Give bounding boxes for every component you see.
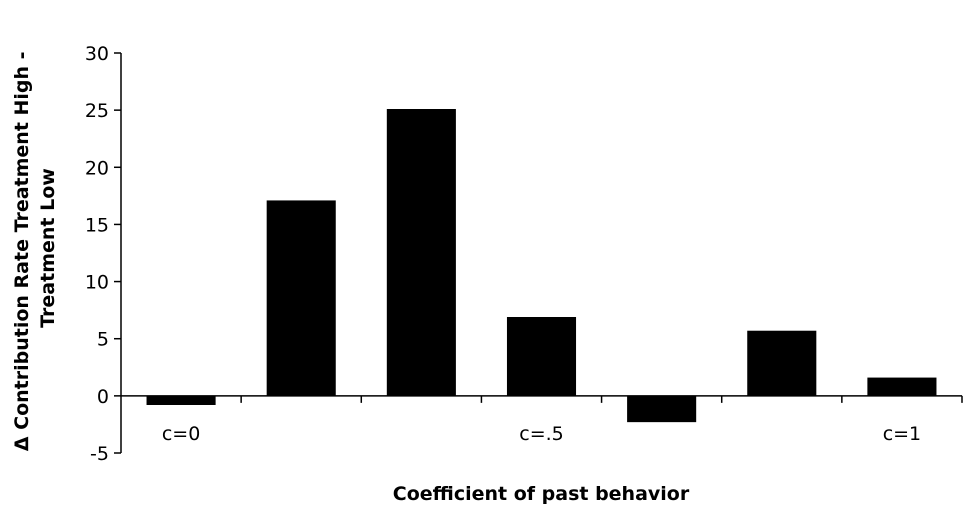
- y-tick-label-7: 30: [85, 43, 109, 65]
- category-label-6: c=1: [883, 423, 921, 445]
- x-ticks-group: [240, 395, 963, 403]
- bar-3: [506, 317, 577, 396]
- category-labels-group: c=0 c=.5 c=1: [162, 423, 921, 445]
- category-label-3: c=.5: [519, 423, 564, 445]
- y-axis-title: Δ Contribution Rate Treatment High - Tre…: [11, 45, 59, 451]
- bar-0: [146, 395, 216, 405]
- y-tick-label-6: 25: [85, 100, 109, 122]
- y-tick-label-2: 5: [97, 329, 109, 351]
- y-tick-label-3: 10: [85, 272, 109, 294]
- bar-5: [747, 330, 817, 396]
- y-tick-label-5: 20: [85, 157, 109, 179]
- y-tick-label-0: -5: [90, 443, 109, 465]
- y-axis-title-line-1: Δ Contribution Rate Treatment High -: [11, 51, 33, 451]
- y-tick-label-4: 15: [85, 214, 109, 236]
- x-axis-title: Coefficient of past behavior: [393, 483, 690, 505]
- y-ticks-group: -5 0 5 10 15 20 25 30: [85, 43, 121, 465]
- bar-4: [627, 395, 697, 423]
- bar-6: [867, 377, 937, 396]
- bar-1: [266, 200, 336, 396]
- y-tick-label-1: 0: [97, 386, 109, 408]
- bars-group: [146, 109, 937, 423]
- bar-2: [386, 109, 456, 396]
- y-axis-title-line-2: Treatment Low: [37, 168, 59, 328]
- category-label-0: c=0: [162, 423, 200, 445]
